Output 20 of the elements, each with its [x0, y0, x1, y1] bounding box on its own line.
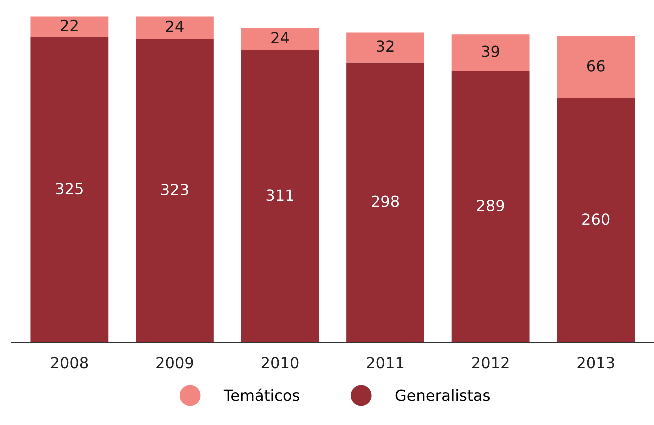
data-label: 311: [266, 190, 294, 202]
data-label: 260: [582, 214, 610, 226]
data-label: 289: [477, 200, 504, 212]
legend-label: Temáticos: [224, 388, 300, 402]
x-tick-label: 2010: [262, 357, 299, 369]
data-label: 325: [56, 183, 83, 195]
data-label: 24: [166, 20, 184, 32]
data-label: 24: [272, 32, 290, 44]
data-label: 323: [162, 184, 188, 196]
x-tick-label: 2008: [51, 357, 88, 369]
x-tick-label: 2012: [472, 357, 509, 369]
data-label: 32: [376, 40, 394, 52]
x-tick-label: 2013: [578, 357, 614, 369]
data-label: 22: [61, 20, 78, 32]
x-tick-label: 2011: [367, 357, 404, 369]
data-label: 66: [587, 60, 605, 72]
x-tick-label: 2009: [156, 357, 194, 369]
legend-label: Generalistas: [396, 389, 490, 402]
data-label: 298: [372, 196, 400, 208]
data-label: 39: [482, 46, 500, 58]
